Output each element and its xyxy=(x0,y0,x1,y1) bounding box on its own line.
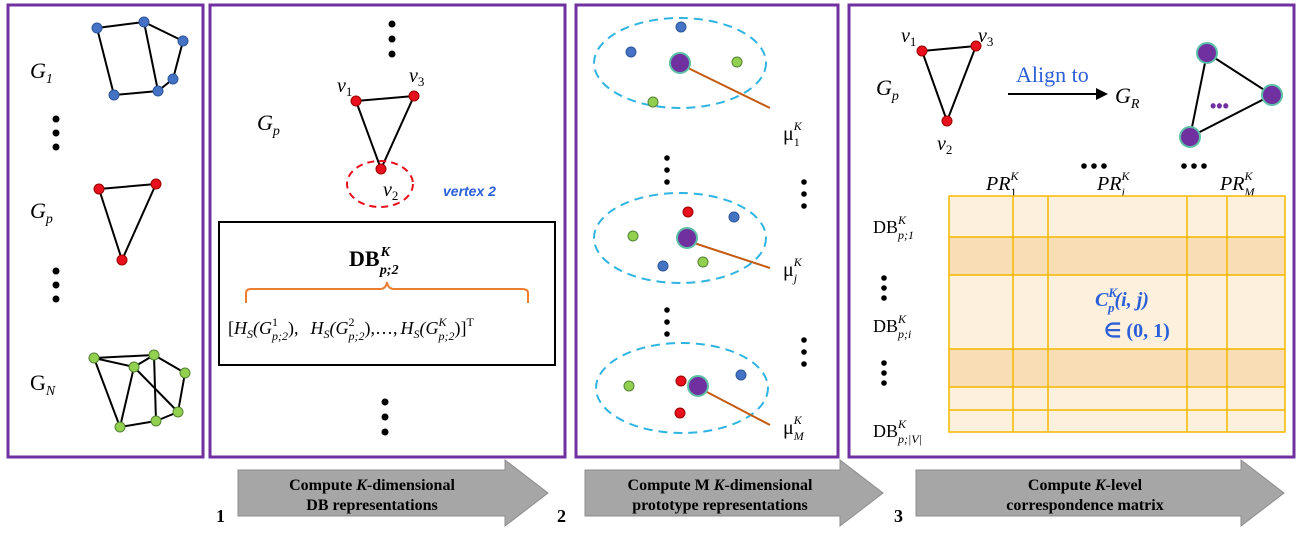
vector-formula: [HS(G1 p;2), HS(G2 p;2),…, HS(GK p;2)]T xyxy=(228,315,475,343)
ellipsis-vertical-p3-a xyxy=(664,155,670,185)
label-v3-panel4: v3 xyxy=(978,25,993,49)
graph-gp-panel2 xyxy=(355,95,415,170)
matrix-entry-range: ∈ (0, 1) xyxy=(1104,320,1170,342)
graph-gp-panel2-nodes xyxy=(350,90,420,175)
graph-g1-nodes xyxy=(91,16,189,101)
graph-g1 xyxy=(96,21,184,96)
highlight-vertex-2 xyxy=(346,160,414,208)
graph-gp-panel1-nodes xyxy=(93,178,162,266)
ellipsis-horizontal-cols-2 xyxy=(1181,163,1207,169)
ellipsis-horizontal-cols-1 xyxy=(1081,163,1107,169)
panel-prototypes xyxy=(574,3,840,459)
align-label: Align to xyxy=(1016,62,1089,87)
gr-ellipsis: ••• xyxy=(1210,96,1229,116)
prototype-m xyxy=(687,375,709,397)
cluster-m xyxy=(595,342,769,434)
label-v1-panel4: v1 xyxy=(901,25,916,49)
cluster-1 xyxy=(593,17,767,109)
ellipsis-vertical-2 xyxy=(52,267,60,303)
step-arrow-3: 3 Compute K-level correspondence matrix xyxy=(894,458,1285,528)
graph-gr xyxy=(1189,52,1273,138)
row-header-1: DBK p;1 xyxy=(873,213,914,242)
panel-db-representation xyxy=(208,3,567,459)
ellipsis-vertical-rows-1 xyxy=(881,275,887,301)
step-arrow-2: 2 Compute M K-dimensional prototype repr… xyxy=(557,458,884,528)
matrix-entry: CK p(i, j) xyxy=(1095,285,1149,315)
label-gp-panel4: Gp xyxy=(876,75,899,104)
graph-gn xyxy=(93,354,186,428)
ellipsis-vertical-p3-d xyxy=(801,337,807,367)
col-header-m: PRK M xyxy=(1219,169,1255,199)
cluster-j xyxy=(593,192,767,284)
graph-gp-panel1 xyxy=(98,183,157,261)
label-v2-panel2: v2 xyxy=(383,179,398,203)
label-gp-panel2: Gp xyxy=(257,110,280,139)
step-1-line-1: Compute K-dimensional xyxy=(289,477,455,494)
step-1-line-2: DB representations xyxy=(306,497,437,514)
note-vertex-2: vertex 2 xyxy=(443,183,496,199)
step-number-2: 2 xyxy=(557,506,566,526)
step-2-line-1: Compute M K-dimensional xyxy=(628,477,813,494)
col-header-j: PRK j xyxy=(1096,169,1130,199)
label-v3-panel2: v3 xyxy=(409,65,424,89)
label-v2-panel4: v2 xyxy=(937,133,952,157)
label-g1: G1 xyxy=(30,58,53,87)
graph-gp-panel4-nodes xyxy=(916,40,982,127)
db-title: DBK p;2 xyxy=(349,245,399,278)
col-header-1: PRK 1 xyxy=(985,169,1019,199)
row-header-i: DBK p;i xyxy=(873,312,911,341)
prototype-1 xyxy=(669,52,691,74)
ellipsis-vertical-1 xyxy=(52,115,60,151)
label-mu-1: μK 1 xyxy=(783,119,803,149)
step-3-line-1: Compute K-level xyxy=(1028,477,1143,494)
ellipsis-vertical-rows-2 xyxy=(881,360,887,386)
step-3-line-2: correspondence matrix xyxy=(1006,497,1163,514)
step-arrow-1: 1 Compute K-dimensional DB representatio… xyxy=(216,458,549,528)
step-number-1: 1 xyxy=(216,506,225,526)
label-gp-panel1: Gp xyxy=(30,198,53,227)
correspondence-matrix xyxy=(948,195,1286,433)
graph-gn-nodes xyxy=(88,349,191,433)
ellipsis-vertical-p3-b xyxy=(801,179,807,209)
graph-gr-nodes xyxy=(1179,42,1283,148)
brace xyxy=(245,281,529,303)
graph-gp-panel4 xyxy=(921,45,977,122)
panel-correspondence xyxy=(847,3,1296,459)
prototype-j xyxy=(676,227,698,249)
db-box xyxy=(218,221,556,366)
row-header-v: DBK p;|V| xyxy=(873,417,922,446)
ellipsis-vertical-p3-c xyxy=(664,307,670,337)
label-v1-panel2: v1 xyxy=(337,75,352,99)
panel-input-graphs xyxy=(6,3,205,459)
step-2-line-2: prototype representations xyxy=(632,497,808,514)
ellipsis-vertical-top xyxy=(388,20,396,58)
step-number-3: 3 xyxy=(894,506,903,526)
label-gn: GN xyxy=(30,370,56,399)
ellipsis-vertical-bottom xyxy=(381,398,389,436)
label-gr: GR xyxy=(1115,83,1140,112)
label-mu-m: μK M xyxy=(783,413,805,443)
label-mu-j: μK j xyxy=(783,255,803,285)
